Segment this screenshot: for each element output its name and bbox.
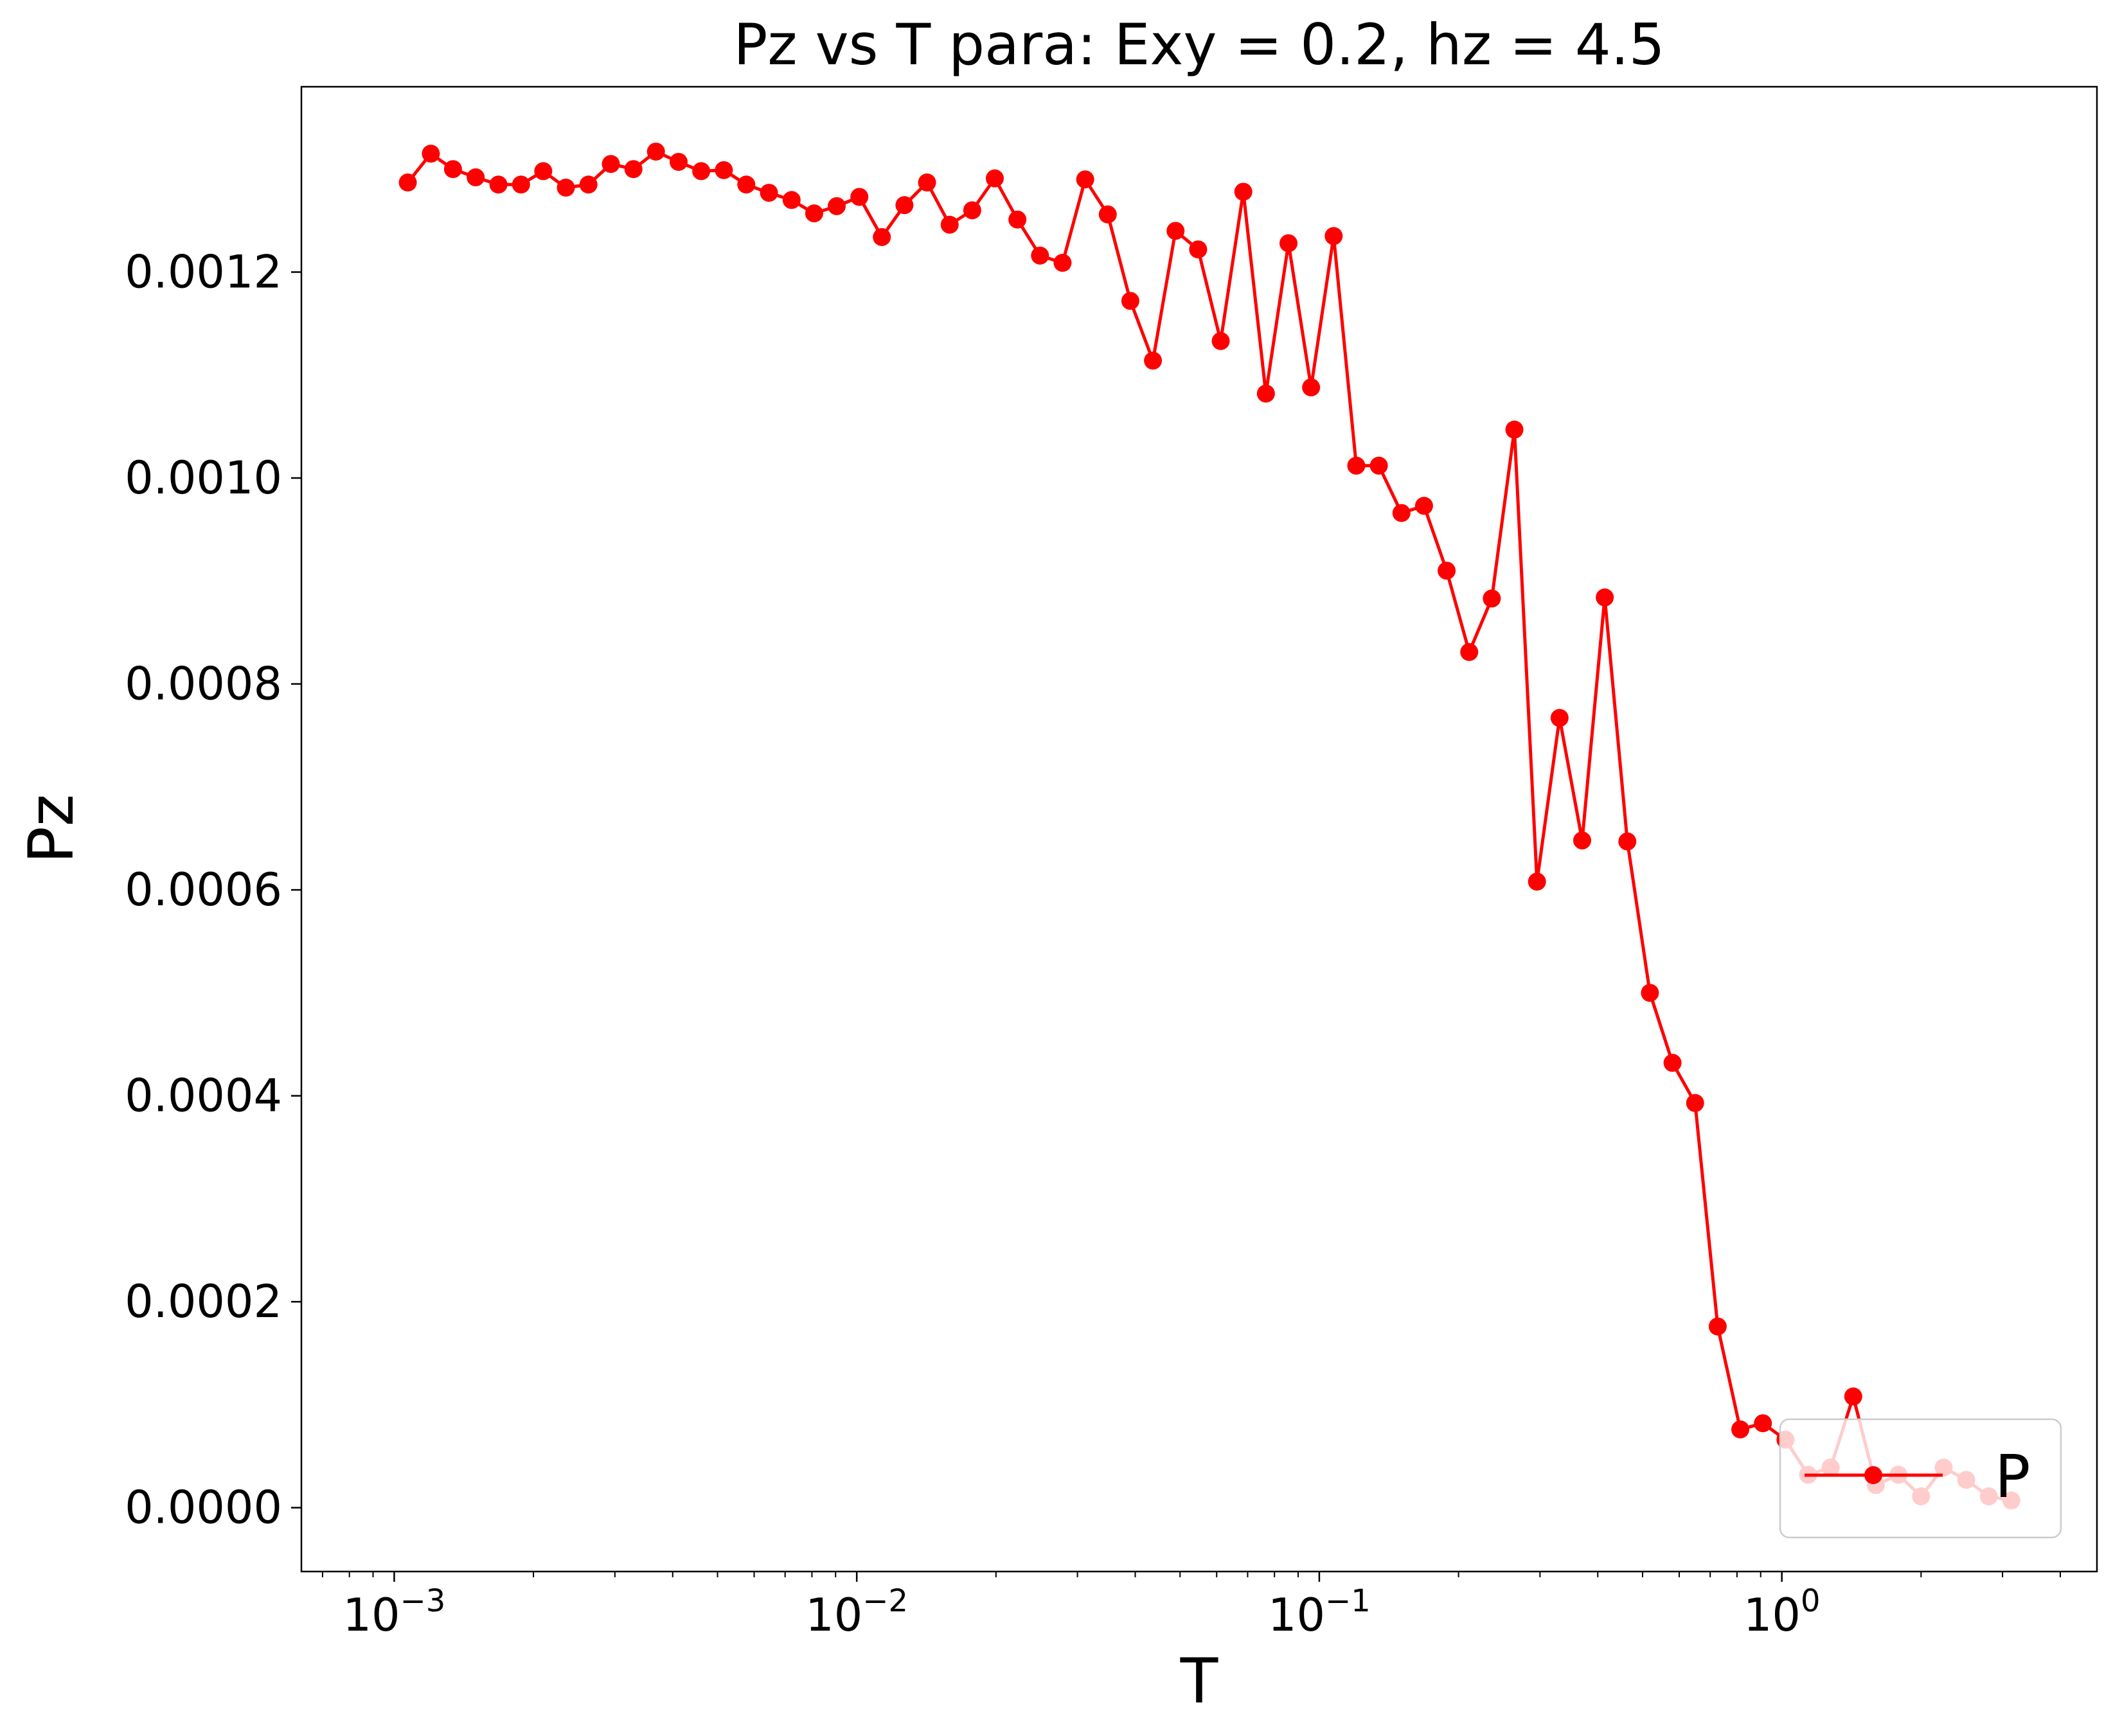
data-point xyxy=(1528,872,1546,891)
data-point xyxy=(443,160,462,179)
data-point xyxy=(624,160,643,179)
data-point xyxy=(850,188,869,206)
data-point xyxy=(534,162,553,181)
data-point xyxy=(1347,456,1366,475)
data-point xyxy=(1302,378,1321,396)
y-tick-label: 0.0002 xyxy=(125,1275,282,1328)
data-point xyxy=(1573,831,1591,850)
data-point xyxy=(895,196,914,215)
data-point xyxy=(1098,205,1117,224)
data-point xyxy=(918,173,936,192)
data-point xyxy=(1053,254,1072,272)
data-point xyxy=(422,145,440,163)
legend-marker xyxy=(1864,1466,1882,1484)
data-point xyxy=(512,175,530,194)
data-point xyxy=(602,155,620,173)
data-point xyxy=(1144,351,1163,370)
data-point xyxy=(805,204,823,223)
y-tick-label: 0.0010 xyxy=(125,452,282,504)
data-point xyxy=(669,152,688,171)
x-tick-label: 10−2 xyxy=(805,1583,908,1642)
data-point xyxy=(1256,384,1275,403)
data-point xyxy=(940,215,959,234)
x-tick-label: 100 xyxy=(1743,1583,1821,1642)
data-point xyxy=(1121,292,1139,310)
plot-frame xyxy=(300,85,2098,1573)
data-point xyxy=(1166,222,1185,240)
data-point xyxy=(1641,984,1659,1002)
axis-ticks: 0.0000 0.0002 0.0004 0.0006 0.0008 0.0010 0.00… xyxy=(125,245,2062,1642)
y-tick-label: 0.0008 xyxy=(125,658,282,711)
data-point xyxy=(1031,246,1049,265)
data-point xyxy=(557,179,575,197)
data-point xyxy=(782,191,801,209)
data-point xyxy=(1686,1094,1704,1112)
data-point xyxy=(467,168,485,187)
data-point xyxy=(737,175,756,194)
data-point xyxy=(827,197,846,215)
data-point xyxy=(1754,1414,1772,1433)
data-point xyxy=(760,184,778,202)
data-point xyxy=(1369,456,1388,475)
data-point xyxy=(1483,589,1501,608)
data-point xyxy=(1460,642,1479,661)
legend-box xyxy=(1779,1418,2062,1539)
x-tick-label: 10−1 xyxy=(1268,1583,1371,1642)
chart-title: Pz vs T para: Exy = 0.2, hz = 4.5 xyxy=(733,12,1664,78)
data-point xyxy=(1324,227,1343,245)
data-point xyxy=(1663,1054,1682,1072)
x-tick-label: 10−3 xyxy=(343,1583,446,1642)
data-point xyxy=(715,161,733,179)
data-point xyxy=(1392,504,1411,522)
data-point xyxy=(398,173,417,192)
data-point xyxy=(1438,562,1456,580)
data-point xyxy=(646,142,665,161)
data-point xyxy=(1618,832,1637,851)
legend: P xyxy=(1779,1418,2062,1539)
x-axis-label: T xyxy=(1180,1645,1218,1717)
data-point xyxy=(579,175,598,194)
data-point xyxy=(1596,588,1614,607)
data-point xyxy=(489,175,508,194)
data-point xyxy=(1211,332,1230,350)
data-point xyxy=(1708,1317,1727,1336)
plot-series xyxy=(398,142,2020,1510)
data-point xyxy=(1076,170,1094,189)
data-point xyxy=(1844,1387,1862,1406)
y-tick-label: 0.0006 xyxy=(125,864,282,916)
y-tick-label: 0.0004 xyxy=(125,1070,282,1122)
data-point xyxy=(1234,182,1253,201)
data-point xyxy=(1731,1420,1750,1439)
y-axis-label: Pz xyxy=(15,794,87,864)
data-point xyxy=(1550,709,1569,727)
data-point xyxy=(1189,240,1208,259)
data-point xyxy=(963,201,981,220)
y-tick-label: 0.0000 xyxy=(125,1482,282,1534)
data-point xyxy=(873,227,891,246)
y-tick-label: 0.0012 xyxy=(125,245,282,298)
data-point xyxy=(985,169,1004,188)
data-point xyxy=(692,162,711,181)
data-point xyxy=(1008,210,1027,229)
data-point xyxy=(1414,497,1433,515)
data-point xyxy=(1505,420,1524,439)
legend-label: P xyxy=(1995,1442,2030,1511)
data-point xyxy=(1279,234,1298,252)
